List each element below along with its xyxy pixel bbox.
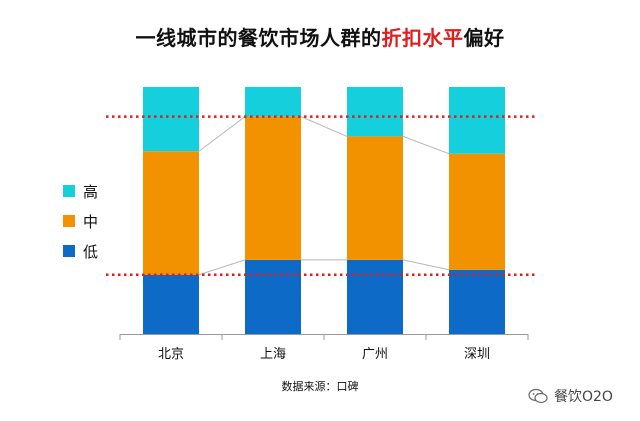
legend-label-high: 高 [83, 182, 99, 201]
connector-line-0-0 [198, 259, 246, 276]
bar-segment-mid-1 [245, 116, 301, 260]
connector-line-1-1 [300, 116, 348, 137]
chart-title-suffix: 偏好 [463, 26, 505, 50]
chart-title: 一线城市的餐饮市场人群的折扣水平偏好 [0, 22, 640, 51]
chart-title-highlight: 折扣水平 [381, 26, 464, 50]
x-tick-label-2: 广州 [362, 347, 388, 362]
bar-segment-low-0 [143, 274, 199, 334]
x-tick-label-1: 上海 [260, 347, 286, 362]
x-tick-label-0: 北京 [158, 347, 184, 362]
bar-segment-high-2 [347, 87, 403, 137]
legend-label-low: 低 [83, 242, 99, 261]
watermark-text: 餐饮O2O [554, 389, 613, 405]
wechat-icon [528, 388, 548, 404]
bar-segment-low-1 [245, 259, 301, 334]
bar-segment-high-1 [245, 87, 301, 117]
bar-segment-mid-2 [347, 136, 403, 260]
bar-segment-low-2 [347, 259, 403, 334]
legend-swatch-mid [63, 215, 75, 227]
legend-item-mid: 中 [63, 206, 98, 236]
chart-legend: 高 中 低 [63, 176, 98, 266]
bar-segment-low-3 [449, 269, 505, 334]
watermark: 餐饮O2O [528, 386, 613, 406]
legend-swatch-low [63, 245, 75, 257]
legend-item-high: 高 [63, 176, 98, 206]
bar-segment-mid-3 [449, 153, 505, 270]
bar-segment-high-0 [143, 87, 199, 152]
bar-segment-high-3 [449, 87, 505, 154]
connector-line-0-1 [198, 116, 246, 152]
connector-line-2-1 [402, 135, 450, 155]
connector-line-2-0 [402, 259, 450, 271]
bar-segment-mid-0 [143, 151, 199, 275]
x-tick-label-3: 深圳 [464, 347, 490, 362]
data-source-note: 数据来源：口碑 [281, 380, 359, 393]
chart-title-prefix: 一线城市的餐饮市场人群的 [135, 26, 382, 50]
legend-label-mid: 中 [83, 212, 99, 231]
legend-swatch-high [63, 185, 75, 197]
legend-item-low: 低 [63, 236, 98, 266]
